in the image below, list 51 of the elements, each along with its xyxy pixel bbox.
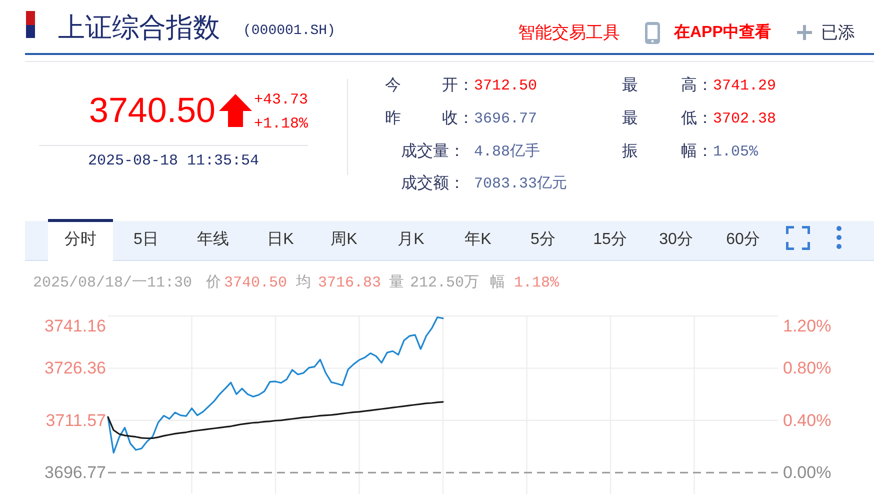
- text: 在APP中查看: [674, 24, 771, 42]
- text: 4.88亿手: [474, 143, 540, 161]
- y-tick-label: 3726.36: [44, 358, 106, 378]
- text: 振 幅：: [622, 142, 713, 160]
- text: 7083.33亿元: [474, 175, 568, 193]
- text: 15分: [593, 230, 627, 250]
- text: 年K: [464, 230, 492, 250]
- y-tick-label: 3711.57: [46, 410, 106, 430]
- text: 5日: [134, 230, 158, 250]
- text: +43.73: [254, 91, 308, 109]
- text: 分时: [64, 230, 96, 250]
- text: (000001.SH): [243, 22, 336, 40]
- y2-tick-label: 1.20%: [783, 316, 832, 336]
- text: 昨 收：: [385, 110, 474, 127]
- text: 幅: [490, 274, 505, 292]
- text: 3702.38: [713, 110, 776, 128]
- text: 今 开：: [385, 76, 474, 94]
- text: 3741.29: [713, 77, 776, 95]
- text: 3716.83: [318, 274, 382, 292]
- y-tick-label: 3696.77: [44, 463, 106, 482]
- y2-tick-label: 0.00%: [783, 463, 832, 482]
- text: 1.05%: [713, 143, 758, 161]
- text: +1.18%: [254, 115, 308, 133]
- text: 3696.77: [474, 110, 538, 128]
- text: 价: [206, 274, 221, 292]
- text: 212.50万: [410, 274, 480, 292]
- text: 智能交易工具: [518, 23, 620, 43]
- text: 月K: [398, 230, 424, 250]
- text: 最 高：: [622, 76, 713, 94]
- text: 3740.50: [89, 90, 216, 132]
- text: 1.18%: [514, 274, 560, 292]
- text: 成交量：: [401, 142, 465, 162]
- text: 年线: [197, 230, 229, 250]
- text: 2025/08/18/一11:30: [33, 274, 192, 292]
- text: 30分: [659, 230, 693, 250]
- text: 上证综合指数: [58, 12, 220, 44]
- y-tick-label: 3741.16: [44, 316, 106, 336]
- text: 60分: [726, 230, 760, 250]
- text: 已添: [821, 23, 855, 43]
- text: 成交额：: [401, 174, 465, 194]
- text: 最 低：: [622, 110, 713, 127]
- text: 3712.50: [474, 77, 538, 95]
- y2-tick-label: 0.80%: [783, 358, 832, 378]
- text: 均: [296, 274, 311, 292]
- text: 3740.50: [224, 274, 288, 292]
- text: 周K: [330, 230, 358, 250]
- text: 日K: [267, 230, 294, 250]
- text: 2025-08-18 11:35:54: [88, 152, 260, 170]
- text: 量: [389, 274, 404, 292]
- y2-tick-label: 0.40%: [783, 410, 832, 430]
- text: 5分: [530, 230, 556, 250]
